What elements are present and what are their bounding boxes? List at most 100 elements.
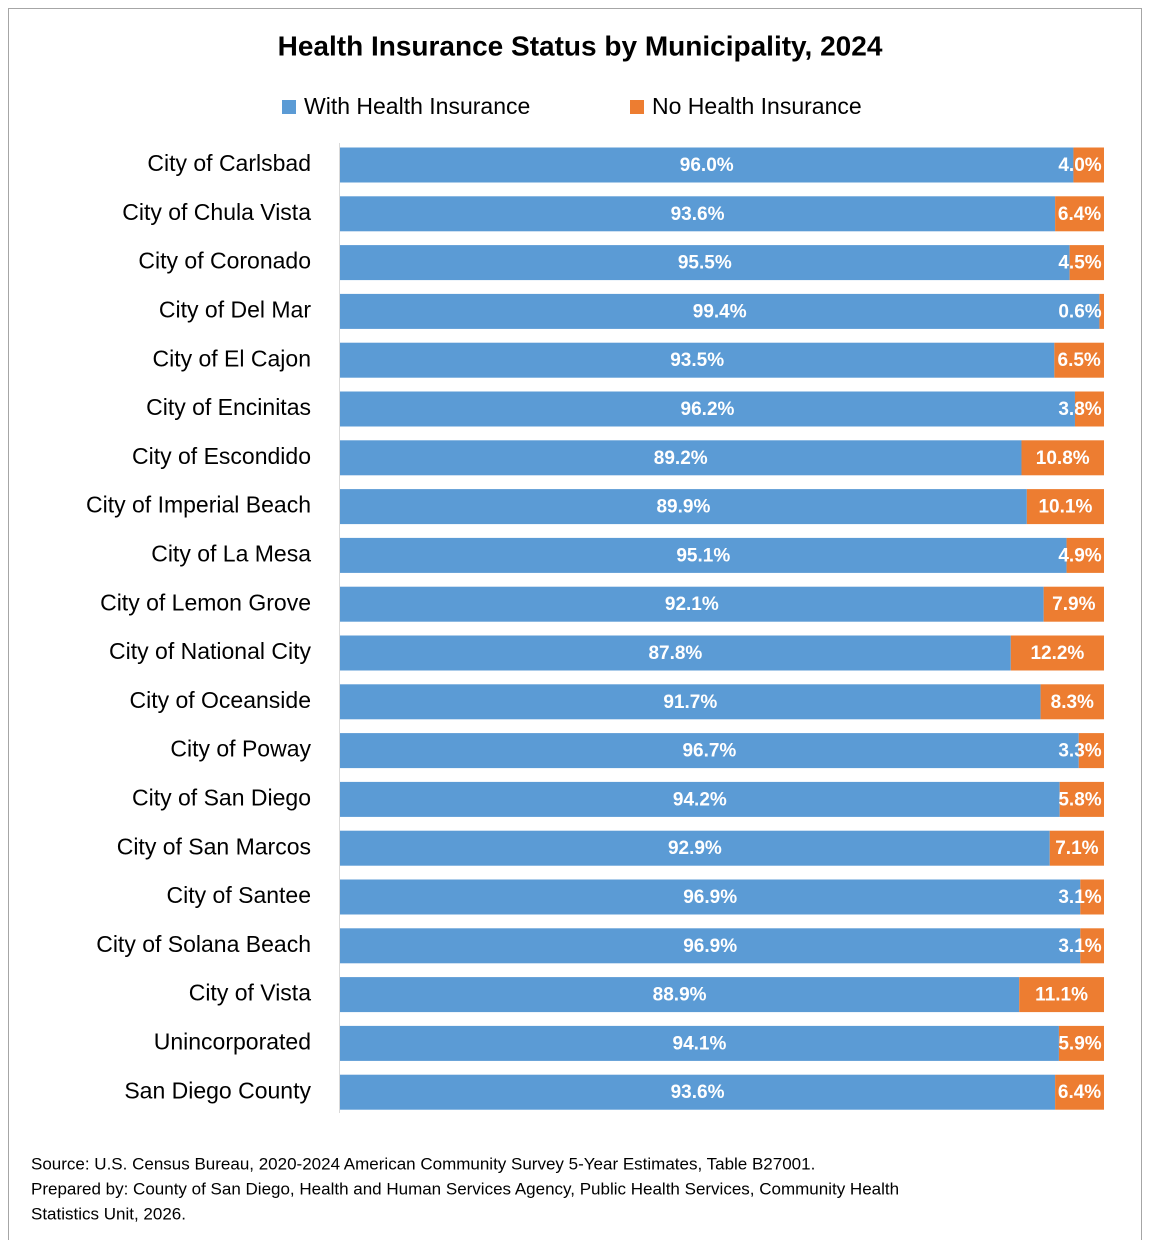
data-label: 10.1% xyxy=(1038,497,1092,518)
bar-segment xyxy=(340,342,1055,378)
data-label: 87.8% xyxy=(648,643,702,664)
data-label: 0.6% xyxy=(1058,301,1101,322)
y-tick-label: City of Lemon Grove xyxy=(100,589,311,615)
y-tick-label: City of Del Mar xyxy=(159,296,311,322)
data-label: 94.2% xyxy=(673,789,727,810)
data-label: 3.3% xyxy=(1058,741,1101,762)
data-label: 3.1% xyxy=(1058,936,1101,957)
data-label: 7.9% xyxy=(1052,594,1095,615)
data-label: 93.5% xyxy=(670,350,724,371)
bar-segment xyxy=(340,830,1050,866)
y-tick-label: City of Imperial Beach xyxy=(86,492,311,518)
y-tick-label: City of El Cajon xyxy=(152,345,311,371)
y-tick-label: City of Poway xyxy=(170,736,311,762)
bar-segment xyxy=(340,1025,1059,1061)
bar-segment xyxy=(340,1074,1056,1110)
y-tick-label: City of Chula Vista xyxy=(122,199,311,225)
bar-segment xyxy=(1073,147,1104,183)
y-tick-label: City of Carlsbad xyxy=(147,150,311,176)
data-label: 95.1% xyxy=(676,545,730,566)
bar-segment xyxy=(340,928,1081,964)
bar-segment xyxy=(340,293,1100,329)
data-label: 92.1% xyxy=(665,594,719,615)
bar-segment xyxy=(340,635,1011,671)
data-label: 94.1% xyxy=(673,1033,727,1054)
bar-segment xyxy=(1040,684,1104,720)
data-label: 95.5% xyxy=(678,253,732,274)
data-label: 99.4% xyxy=(693,301,747,322)
bar-segment xyxy=(340,586,1044,622)
data-label: 6.4% xyxy=(1058,1082,1101,1103)
bar-segment xyxy=(340,440,1022,476)
data-label: 10.8% xyxy=(1036,448,1090,469)
source-note: Prepared by: County of San Diego, Health… xyxy=(31,1179,899,1198)
data-label: 88.9% xyxy=(653,985,707,1006)
data-label: 6.5% xyxy=(1058,350,1101,371)
data-label: 96.9% xyxy=(683,887,737,908)
legend-swatch xyxy=(630,100,644,114)
y-tick-label: City of Encinitas xyxy=(146,394,311,420)
bar-segment xyxy=(1021,440,1104,476)
bar-segment xyxy=(340,977,1020,1013)
data-label: 11.1% xyxy=(1035,985,1088,1006)
bar-segment xyxy=(340,537,1067,573)
bar-segment xyxy=(1099,293,1104,329)
data-label: 91.7% xyxy=(663,692,717,713)
bar-segment xyxy=(1080,879,1104,915)
y-tick-label: City of Coronado xyxy=(138,248,311,274)
bar-segment xyxy=(1066,537,1104,573)
y-tick-label: Unincorporated xyxy=(154,1028,311,1054)
bar-segment xyxy=(1049,830,1104,866)
bar-segment xyxy=(1010,635,1104,671)
bar-segment xyxy=(1059,781,1104,817)
source-note: Source: U.S. Census Bureau, 2020-2024 Am… xyxy=(31,1154,815,1173)
data-label: 93.6% xyxy=(671,1082,725,1103)
data-label: 6.4% xyxy=(1058,204,1101,225)
data-label: 96.0% xyxy=(680,155,734,176)
bar-segment xyxy=(1019,977,1104,1013)
chart-title: Health Insurance Status by Municipality,… xyxy=(278,30,883,61)
legend-label: No Health Insurance xyxy=(652,93,862,119)
data-label: 12.2% xyxy=(1030,643,1084,664)
y-tick-label: City of Santee xyxy=(167,882,311,908)
bar-segment xyxy=(340,391,1075,427)
bar-segment xyxy=(1026,489,1104,525)
bar-segment xyxy=(1074,391,1104,427)
data-label: 89.9% xyxy=(656,497,710,518)
y-tick-label: City of Vista xyxy=(189,980,311,1006)
data-label: 5.9% xyxy=(1058,1033,1101,1054)
y-tick-label: City of Solana Beach xyxy=(96,931,311,957)
y-tick-label: City of National City xyxy=(109,638,311,664)
data-label: 8.3% xyxy=(1051,692,1094,713)
bar-segment xyxy=(340,733,1079,769)
bar-segment xyxy=(1078,733,1104,769)
data-label: 93.6% xyxy=(671,204,725,225)
y-tick-label: San Diego County xyxy=(124,1077,311,1103)
bar-segment xyxy=(340,489,1027,525)
bar-segment xyxy=(1055,1074,1104,1110)
legend-swatch xyxy=(282,100,296,114)
data-label: 3.1% xyxy=(1058,887,1101,908)
y-tick-label: City of Escondido xyxy=(132,443,311,469)
data-label: 96.9% xyxy=(683,936,737,957)
y-tick-label: City of San Diego xyxy=(132,784,311,810)
data-label: 4.0% xyxy=(1058,155,1101,176)
data-label: 5.8% xyxy=(1058,789,1101,810)
bar-segment xyxy=(340,781,1060,817)
bar-segment xyxy=(340,147,1074,183)
bar-segment xyxy=(1069,245,1104,281)
data-label: 96.2% xyxy=(681,399,735,420)
bar-segment xyxy=(1043,586,1104,622)
data-label: 3.8% xyxy=(1058,399,1101,420)
bar-segment xyxy=(340,684,1041,720)
data-label: 96.7% xyxy=(682,741,736,762)
bar-segment xyxy=(1080,928,1104,964)
bar-segment xyxy=(340,879,1081,915)
bar-segment xyxy=(340,245,1070,281)
data-label: 4.9% xyxy=(1058,545,1101,566)
data-label: 89.2% xyxy=(654,448,708,469)
data-label: 92.9% xyxy=(668,838,722,859)
y-tick-label: City of Oceanside xyxy=(129,687,311,713)
